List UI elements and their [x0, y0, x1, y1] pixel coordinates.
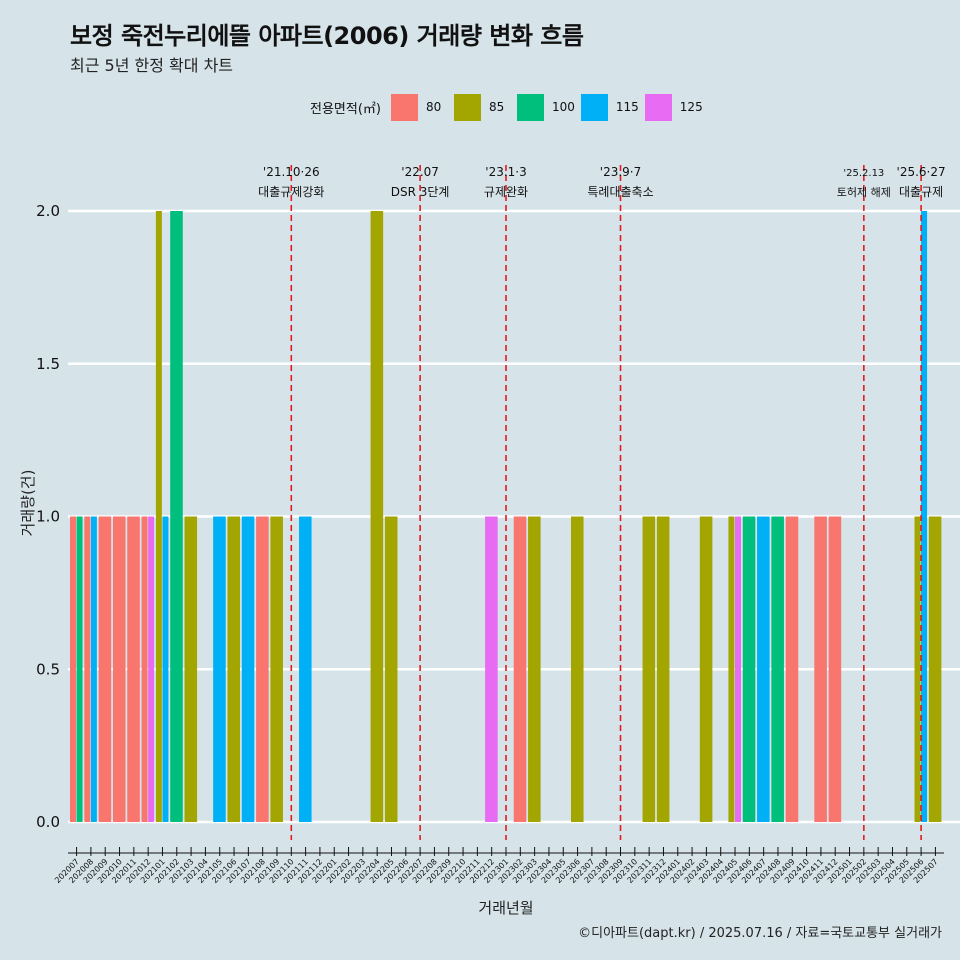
bar [90, 516, 97, 822]
x-axis-title: 거래년월 [478, 899, 533, 917]
bar [914, 516, 921, 822]
bar [485, 516, 498, 822]
bar [148, 516, 155, 822]
legend-item-125: 125 [644, 93, 703, 121]
bar [155, 211, 162, 822]
bar [814, 516, 827, 822]
y-tick-label: 1.0 [36, 508, 60, 526]
bar [728, 516, 735, 822]
bar [98, 516, 112, 822]
event-label: 토허제 해제 [837, 185, 891, 199]
y-tick-label: 0.0 [36, 813, 60, 831]
bar [141, 516, 148, 822]
legend-item-100: 100 [516, 93, 575, 121]
bar [528, 516, 541, 822]
bar [757, 516, 770, 822]
bar [127, 516, 140, 822]
event-label: 대출규제강화 [258, 185, 324, 199]
event-date-label: '25.6·27 [897, 165, 946, 179]
bar [828, 516, 842, 822]
legend-swatch-100 [516, 93, 544, 121]
event-date-label: '23.9·7 [600, 165, 641, 179]
bar [70, 516, 76, 822]
bar [699, 516, 713, 822]
bar [370, 211, 384, 822]
y-axis-title: 거래량(건) [19, 470, 37, 537]
bar [227, 516, 241, 822]
event-date-label: '23.1·3 [485, 165, 526, 179]
event-label: 특례대출축소 [587, 185, 653, 199]
bar [162, 516, 169, 822]
bar [771, 516, 784, 822]
event-date-label: '25.2.13 [843, 168, 884, 179]
bar [256, 516, 269, 822]
bar [112, 516, 126, 822]
legend-swatch-85 [453, 93, 481, 121]
legend-item-85: 85 [453, 93, 511, 121]
chart-subtitle: 최근 5년 한정 확대 차트 [70, 56, 234, 75]
bar [513, 516, 527, 822]
bar [170, 211, 183, 822]
legend-label-85: 85 [488, 100, 505, 114]
bar [785, 516, 799, 822]
event-date-label: '21.10·26 [263, 165, 320, 179]
bar [742, 516, 756, 822]
legend: 전용면적(㎡) 80 85 100 115 125 [310, 92, 709, 122]
event-date-label: '22.07 [401, 165, 439, 179]
bar [656, 516, 670, 822]
bar [642, 516, 656, 822]
legend-label-80: 80 [425, 100, 442, 114]
y-tick-label: 2.0 [36, 202, 60, 220]
bar [928, 516, 942, 822]
bar [384, 516, 398, 822]
y-tick-label: 1.5 [36, 355, 60, 373]
legend-item-80: 80 [390, 93, 448, 121]
event-label: DSR 3단계 [391, 185, 450, 199]
legend-label-100: 100 [551, 100, 575, 114]
event-label: 규제완화 [484, 185, 528, 199]
event-label: 대출규제 [899, 185, 943, 199]
y-tick-label: 0.5 [36, 660, 60, 678]
legend-label-115: 115 [615, 100, 639, 114]
bar [84, 516, 91, 822]
bar [213, 516, 226, 822]
source-caption: ©디아파트(dapt.kr) / 2025.07.16 / 자료=국토교통부 실… [578, 926, 942, 941]
bar [570, 516, 584, 822]
bar [735, 516, 742, 822]
legend-swatch-115 [580, 93, 608, 121]
bar [76, 516, 83, 822]
bar [921, 211, 928, 822]
bar [270, 516, 283, 822]
legend-item-115: 115 [580, 93, 639, 121]
bar [184, 516, 198, 822]
legend-title: 전용면적(㎡) [310, 101, 381, 117]
legend-swatch-125 [644, 93, 672, 121]
chart-title: 보정 죽전누리에뜰 아파트(2006) 거래량 변화 흐름 [70, 22, 584, 50]
bar [241, 516, 255, 822]
legend-label-125: 125 [679, 100, 703, 114]
bar [299, 516, 312, 822]
legend-swatch-80 [390, 93, 418, 121]
